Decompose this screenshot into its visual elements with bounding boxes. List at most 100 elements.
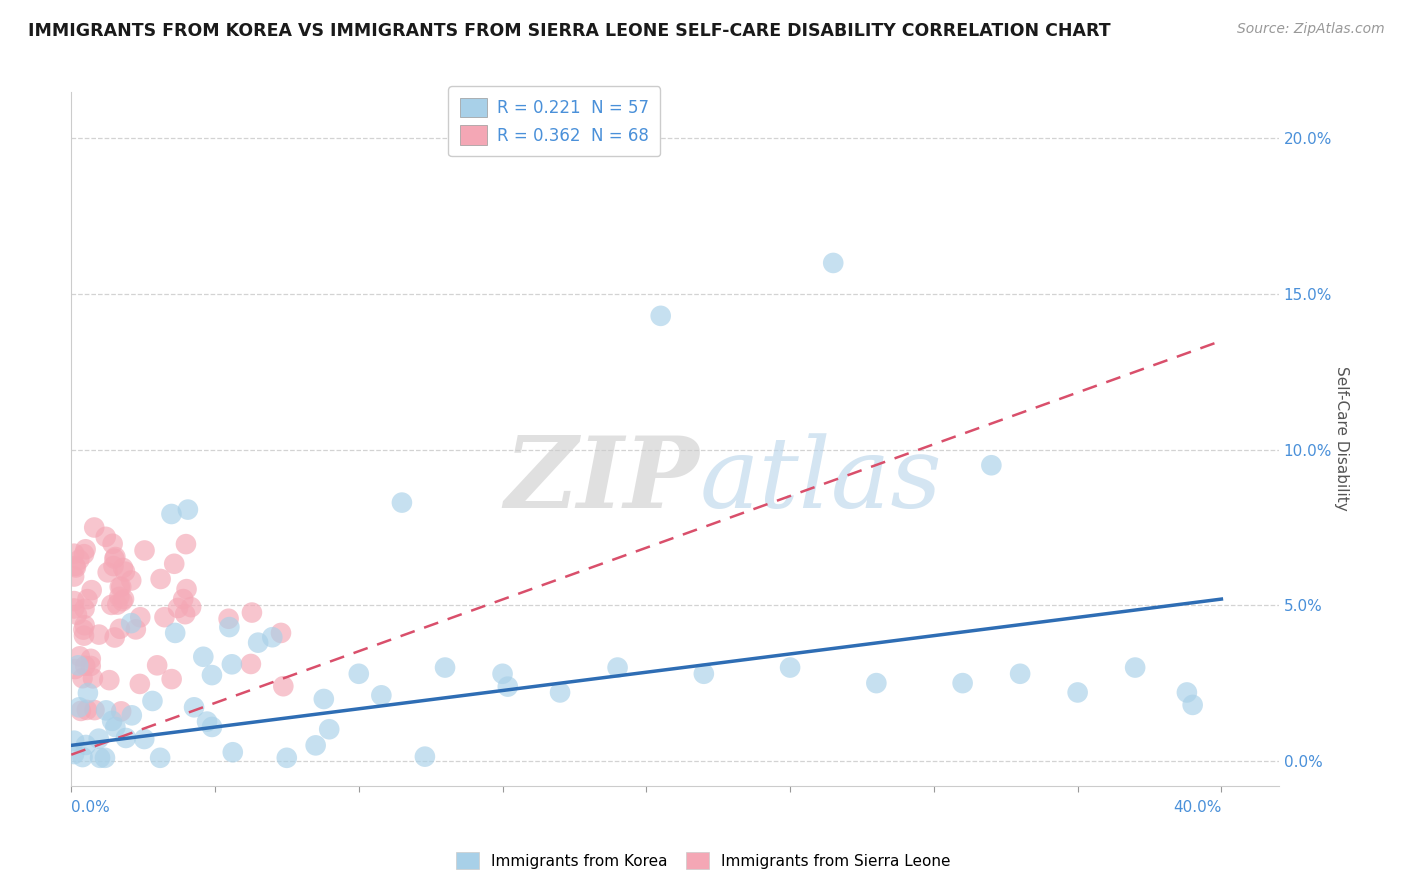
- Point: [67, 700, 90, 714]
- Text: ZIP: ZIP: [505, 433, 699, 529]
- Point: [120, 574, 142, 588]
- Point: [606, 660, 628, 674]
- Point: [111, 594, 134, 608]
- Point: [176, 582, 198, 596]
- Point: [305, 739, 328, 753]
- Point: [72, 623, 94, 637]
- Point: [496, 680, 519, 694]
- Point: [73, 629, 96, 643]
- Point: [73, 618, 96, 632]
- Point: [149, 572, 172, 586]
- Point: [247, 635, 270, 649]
- Point: [103, 551, 125, 566]
- Point: [110, 704, 132, 718]
- Point: [121, 708, 143, 723]
- Point: [111, 561, 134, 575]
- Point: [823, 256, 845, 270]
- Point: [177, 502, 200, 516]
- Point: [98, 673, 121, 688]
- Point: [952, 676, 974, 690]
- Point: [193, 649, 215, 664]
- Point: [174, 607, 197, 622]
- Point: [97, 566, 120, 580]
- Point: [76, 703, 98, 717]
- Point: [63, 594, 86, 608]
- Point: [101, 714, 124, 728]
- Point: [221, 657, 243, 672]
- Point: [370, 689, 392, 703]
- Point: [693, 666, 716, 681]
- Point: [66, 607, 89, 622]
- Point: [67, 553, 90, 567]
- Text: Source: ZipAtlas.com: Source: ZipAtlas.com: [1237, 22, 1385, 37]
- Point: [172, 592, 194, 607]
- Point: [63, 733, 86, 747]
- Point: [80, 659, 103, 673]
- Point: [174, 537, 197, 551]
- Point: [128, 677, 150, 691]
- Legend: Immigrants from Korea, Immigrants from Sierra Leone: Immigrants from Korea, Immigrants from S…: [450, 846, 956, 875]
- Point: [146, 658, 169, 673]
- Point: [273, 679, 295, 693]
- Point: [276, 751, 298, 765]
- Point: [63, 601, 86, 615]
- Point: [75, 542, 97, 557]
- Point: [312, 692, 335, 706]
- Point: [195, 714, 218, 729]
- Point: [65, 560, 87, 574]
- Point: [72, 750, 94, 764]
- Point: [108, 590, 131, 604]
- Point: [83, 520, 105, 534]
- Point: [80, 583, 103, 598]
- Text: 40.0%: 40.0%: [1173, 800, 1222, 814]
- Point: [1010, 666, 1032, 681]
- Text: IMMIGRANTS FROM KOREA VS IMMIGRANTS FROM SIERRA LEONE SELF-CARE DISABILITY CORRE: IMMIGRANTS FROM KOREA VS IMMIGRANTS FROM…: [28, 22, 1111, 40]
- Point: [491, 666, 513, 681]
- Point: [262, 630, 284, 644]
- Point: [650, 309, 672, 323]
- Point: [141, 694, 163, 708]
- Point: [980, 458, 1002, 473]
- Text: atlas: atlas: [699, 433, 942, 528]
- Point: [779, 660, 801, 674]
- Point: [69, 649, 91, 664]
- Point: [222, 745, 245, 759]
- Point: [70, 704, 93, 718]
- Point: [104, 549, 127, 564]
- Point: [110, 580, 132, 594]
- Point: [180, 600, 202, 615]
- Point: [318, 723, 340, 737]
- Point: [129, 610, 152, 624]
- Point: [218, 612, 240, 626]
- Point: [865, 676, 887, 690]
- Point: [73, 547, 96, 561]
- Point: [87, 627, 110, 641]
- Point: [201, 720, 224, 734]
- Point: [108, 580, 131, 594]
- Point: [73, 601, 96, 615]
- Point: [94, 751, 117, 765]
- Point: [80, 652, 103, 666]
- Point: [1066, 685, 1088, 699]
- Point: [1123, 660, 1146, 674]
- Point: [134, 543, 156, 558]
- Point: [201, 668, 224, 682]
- Point: [63, 569, 86, 583]
- Point: [63, 747, 86, 761]
- Point: [104, 720, 127, 734]
- Point: [413, 749, 436, 764]
- Point: [87, 731, 110, 746]
- Point: [1175, 685, 1198, 699]
- Y-axis label: Self-Care Disability: Self-Care Disability: [1334, 367, 1348, 511]
- Point: [149, 751, 172, 765]
- Point: [77, 686, 100, 700]
- Point: [65, 558, 87, 573]
- Point: [94, 703, 117, 717]
- Point: [125, 623, 148, 637]
- Point: [101, 537, 124, 551]
- Point: [63, 662, 86, 676]
- Point: [218, 620, 240, 634]
- Point: [163, 557, 186, 571]
- Point: [112, 592, 135, 607]
- Point: [89, 751, 111, 765]
